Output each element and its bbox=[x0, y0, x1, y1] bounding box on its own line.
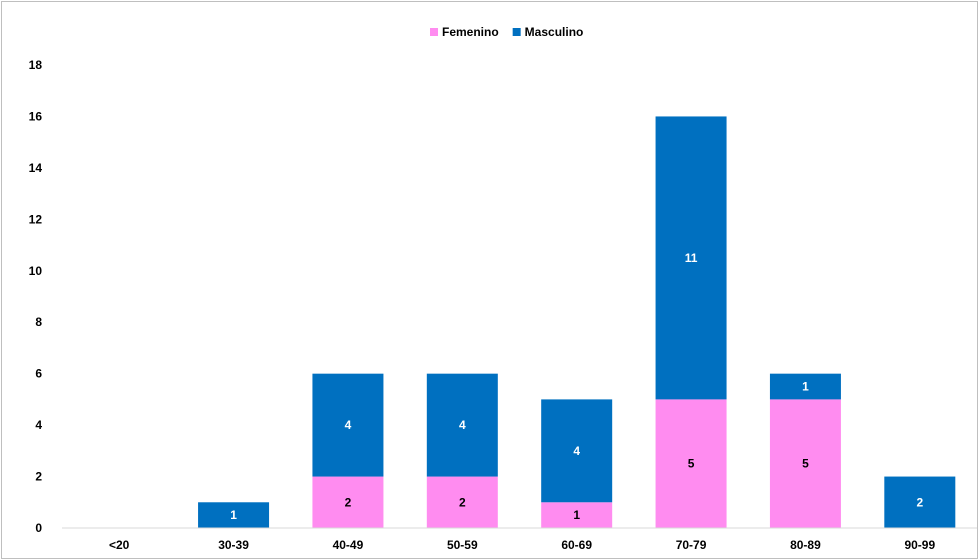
y-tick-label-8: 8 bbox=[35, 315, 42, 329]
y-tick-label-2: 2 bbox=[35, 470, 42, 484]
x-tick-label-70-79: 70-79 bbox=[676, 538, 707, 552]
data-label-masculino-60-69: 4 bbox=[573, 444, 580, 458]
data-label-masculino-70-79: 11 bbox=[685, 251, 698, 265]
legend-label-femenino: Femenino bbox=[442, 25, 499, 39]
data-label-masculino-30-39: 1 bbox=[230, 508, 237, 522]
bar-masculino-30-39 bbox=[198, 502, 270, 528]
data-label-femenino-60-69: 1 bbox=[573, 508, 580, 522]
x-tick-label-90-99: 90-99 bbox=[904, 538, 935, 552]
bar-masculino-40-49 bbox=[312, 373, 384, 477]
legend-swatch-femenino bbox=[430, 28, 438, 36]
y-tick-label-14: 14 bbox=[29, 161, 43, 175]
bar-femenino-80-89 bbox=[769, 399, 841, 528]
bar-femenino-50-59 bbox=[426, 476, 498, 528]
x-tick-label-60-69: 60-69 bbox=[561, 538, 592, 552]
y-tick-label-0: 0 bbox=[35, 521, 42, 535]
data-label-femenino-50-59: 2 bbox=[459, 495, 466, 509]
data-label-masculino-80-89: 1 bbox=[802, 380, 809, 394]
legend-label-masculino: Masculino bbox=[525, 25, 584, 39]
x-tick-label-50-59: 50-59 bbox=[447, 538, 478, 552]
y-tick-label-16: 16 bbox=[29, 109, 43, 123]
data-label-femenino-40-49: 2 bbox=[345, 495, 352, 509]
data-label-masculino-50-59: 4 bbox=[459, 418, 466, 432]
legend: Femenino Masculino bbox=[430, 25, 583, 39]
bar-masculino-50-59 bbox=[426, 373, 498, 477]
x-tick-label-30-39: 30-39 bbox=[218, 538, 249, 552]
x-axis: <20 30-39 40-49 50-59 60-69 70-79 80-89 90-99 bbox=[62, 527, 977, 552]
y-tick-label-12: 12 bbox=[29, 212, 43, 226]
data-label-masculino-40-49: 4 bbox=[345, 418, 352, 432]
bar-masculino-90-99 bbox=[884, 476, 956, 528]
bar-masculino-70-79 bbox=[655, 116, 727, 400]
y-tick-label-10: 10 bbox=[29, 264, 43, 278]
data-label-masculino-90-99: 2 bbox=[916, 495, 923, 509]
bar-masculino-60-69 bbox=[541, 399, 613, 503]
y-axis: 0 2 4 6 8 10 12 14 16 18 bbox=[29, 58, 43, 535]
y-tick-label-4: 4 bbox=[35, 418, 42, 432]
x-tick-label-80-89: 80-89 bbox=[790, 538, 821, 552]
bar-femenino-70-79 bbox=[655, 399, 727, 528]
legend-swatch-masculino bbox=[512, 28, 521, 36]
bar-femenino-40-49 bbox=[312, 476, 384, 528]
bars: 1 2 4 2 4 1 4 5 11 5 1 2 bbox=[198, 116, 956, 528]
data-label-femenino-80-89: 5 bbox=[802, 457, 809, 471]
x-tick-label-40-49: 40-49 bbox=[333, 538, 364, 552]
y-tick-label-18: 18 bbox=[29, 58, 43, 72]
x-tick-label-20: <20 bbox=[109, 538, 130, 552]
data-label-femenino-70-79: 5 bbox=[688, 457, 695, 471]
bar-masculino-80-89 bbox=[769, 373, 841, 400]
bar-femenino-60-69 bbox=[541, 502, 613, 528]
y-tick-label-6: 6 bbox=[35, 367, 42, 381]
